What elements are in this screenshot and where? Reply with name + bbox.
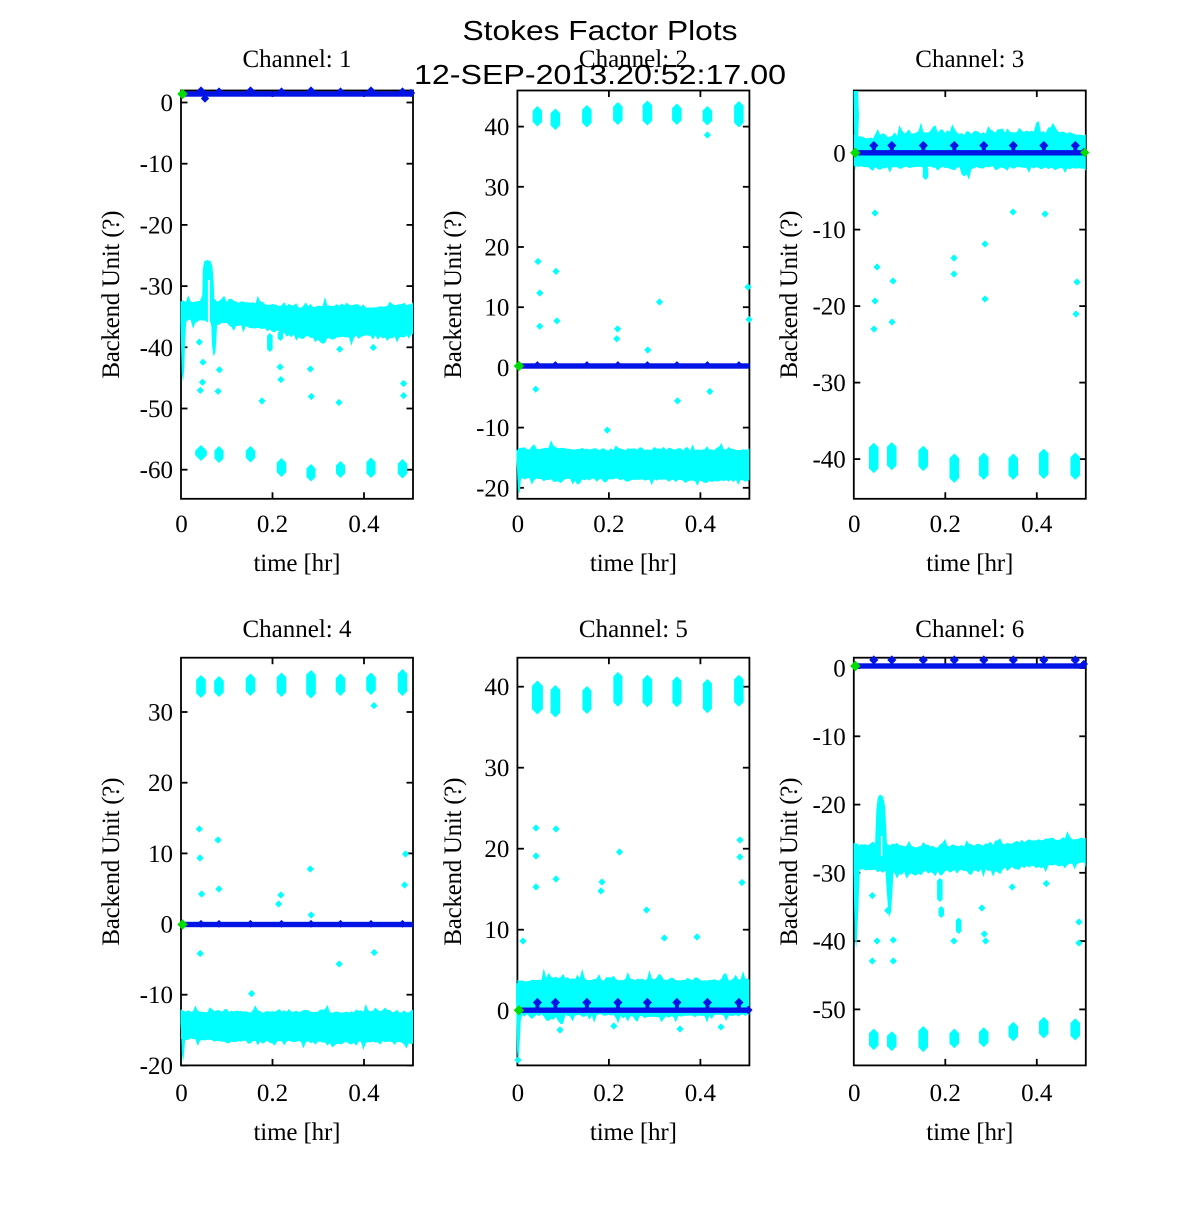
svg-text:time [hr]: time [hr] <box>590 1119 677 1146</box>
svg-text:0: 0 <box>512 1080 525 1107</box>
svg-text:0.2: 0.2 <box>930 511 961 538</box>
svg-text:-20: -20 <box>140 1053 173 1080</box>
svg-text:Channel: 1: Channel: 1 <box>242 46 351 73</box>
svg-text:20: 20 <box>484 836 509 863</box>
svg-text:0.4: 0.4 <box>1021 1080 1053 1107</box>
svg-text:Backend Unit (?): Backend Unit (?) <box>98 778 125 946</box>
svg-text:Channel: 5: Channel: 5 <box>579 616 688 643</box>
svg-text:Backend Unit (?): Backend Unit (?) <box>440 211 467 379</box>
svg-text:0: 0 <box>497 355 510 382</box>
svg-text:0: 0 <box>497 998 510 1025</box>
svg-text:-40: -40 <box>812 447 845 474</box>
svg-text:-50: -50 <box>140 396 173 423</box>
svg-text:30: 30 <box>484 174 509 201</box>
svg-text:-10: -10 <box>812 724 845 751</box>
svg-text:Backend Unit (?): Backend Unit (?) <box>98 211 125 379</box>
svg-text:10: 10 <box>484 295 509 322</box>
svg-text:0: 0 <box>833 141 846 168</box>
svg-text:0.2: 0.2 <box>930 1080 961 1107</box>
svg-text:-20: -20 <box>812 294 845 321</box>
svg-text:Channel: 2: Channel: 2 <box>579 46 688 73</box>
svg-text:12-SEP-2013.20:52:17.00: 12-SEP-2013.20:52:17.00 <box>414 59 786 90</box>
svg-text:0.2: 0.2 <box>593 511 624 538</box>
svg-text:0.4: 0.4 <box>685 1080 717 1107</box>
svg-text:Stokes Factor Plots: Stokes Factor Plots <box>463 15 738 46</box>
svg-text:-40: -40 <box>140 335 173 362</box>
svg-text:time [hr]: time [hr] <box>926 550 1013 577</box>
svg-text:Channel: 4: Channel: 4 <box>242 616 352 643</box>
svg-text:-20: -20 <box>812 792 845 819</box>
svg-text:30: 30 <box>484 755 509 782</box>
svg-text:0.2: 0.2 <box>257 1080 288 1107</box>
svg-text:Channel: 6: Channel: 6 <box>915 616 1024 643</box>
svg-text:Backend Unit (?): Backend Unit (?) <box>776 211 803 379</box>
svg-text:0.2: 0.2 <box>257 511 288 538</box>
svg-text:0.4: 0.4 <box>348 511 380 538</box>
svg-text:10: 10 <box>148 841 173 868</box>
svg-text:0: 0 <box>833 656 846 683</box>
svg-text:30: 30 <box>148 700 173 727</box>
svg-text:0.4: 0.4 <box>685 511 717 538</box>
svg-text:10: 10 <box>484 917 509 944</box>
svg-text:-40: -40 <box>812 929 845 956</box>
svg-text:0: 0 <box>161 90 174 117</box>
svg-text:-30: -30 <box>812 370 845 397</box>
svg-text:time [hr]: time [hr] <box>590 550 677 577</box>
svg-text:-10: -10 <box>140 982 173 1009</box>
svg-text:Backend Unit (?): Backend Unit (?) <box>440 778 467 946</box>
svg-text:time [hr]: time [hr] <box>926 1119 1013 1146</box>
svg-text:0: 0 <box>175 511 188 538</box>
svg-text:20: 20 <box>484 235 509 262</box>
svg-text:-10: -10 <box>140 151 173 178</box>
svg-text:-20: -20 <box>140 212 173 239</box>
svg-text:0: 0 <box>161 912 174 939</box>
svg-text:Backend Unit (?): Backend Unit (?) <box>776 778 803 946</box>
svg-text:40: 40 <box>484 674 509 701</box>
svg-text:0.4: 0.4 <box>1021 511 1053 538</box>
svg-text:0: 0 <box>175 1080 188 1107</box>
svg-text:time [hr]: time [hr] <box>254 550 341 577</box>
svg-text:-20: -20 <box>476 475 509 502</box>
svg-text:-10: -10 <box>476 415 509 442</box>
svg-text:time [hr]: time [hr] <box>254 1119 341 1146</box>
svg-text:-30: -30 <box>140 274 173 301</box>
svg-text:0.4: 0.4 <box>348 1080 380 1107</box>
svg-text:-10: -10 <box>812 217 845 244</box>
svg-text:-60: -60 <box>140 457 173 484</box>
svg-text:0: 0 <box>512 511 525 538</box>
svg-text:0: 0 <box>848 511 861 538</box>
svg-text:Channel: 3: Channel: 3 <box>915 46 1024 73</box>
svg-text:0: 0 <box>848 1080 861 1107</box>
svg-text:20: 20 <box>148 770 173 797</box>
svg-text:0.2: 0.2 <box>593 1080 624 1107</box>
svg-text:-30: -30 <box>812 860 845 887</box>
svg-text:-50: -50 <box>812 997 845 1024</box>
svg-text:40: 40 <box>484 114 509 141</box>
